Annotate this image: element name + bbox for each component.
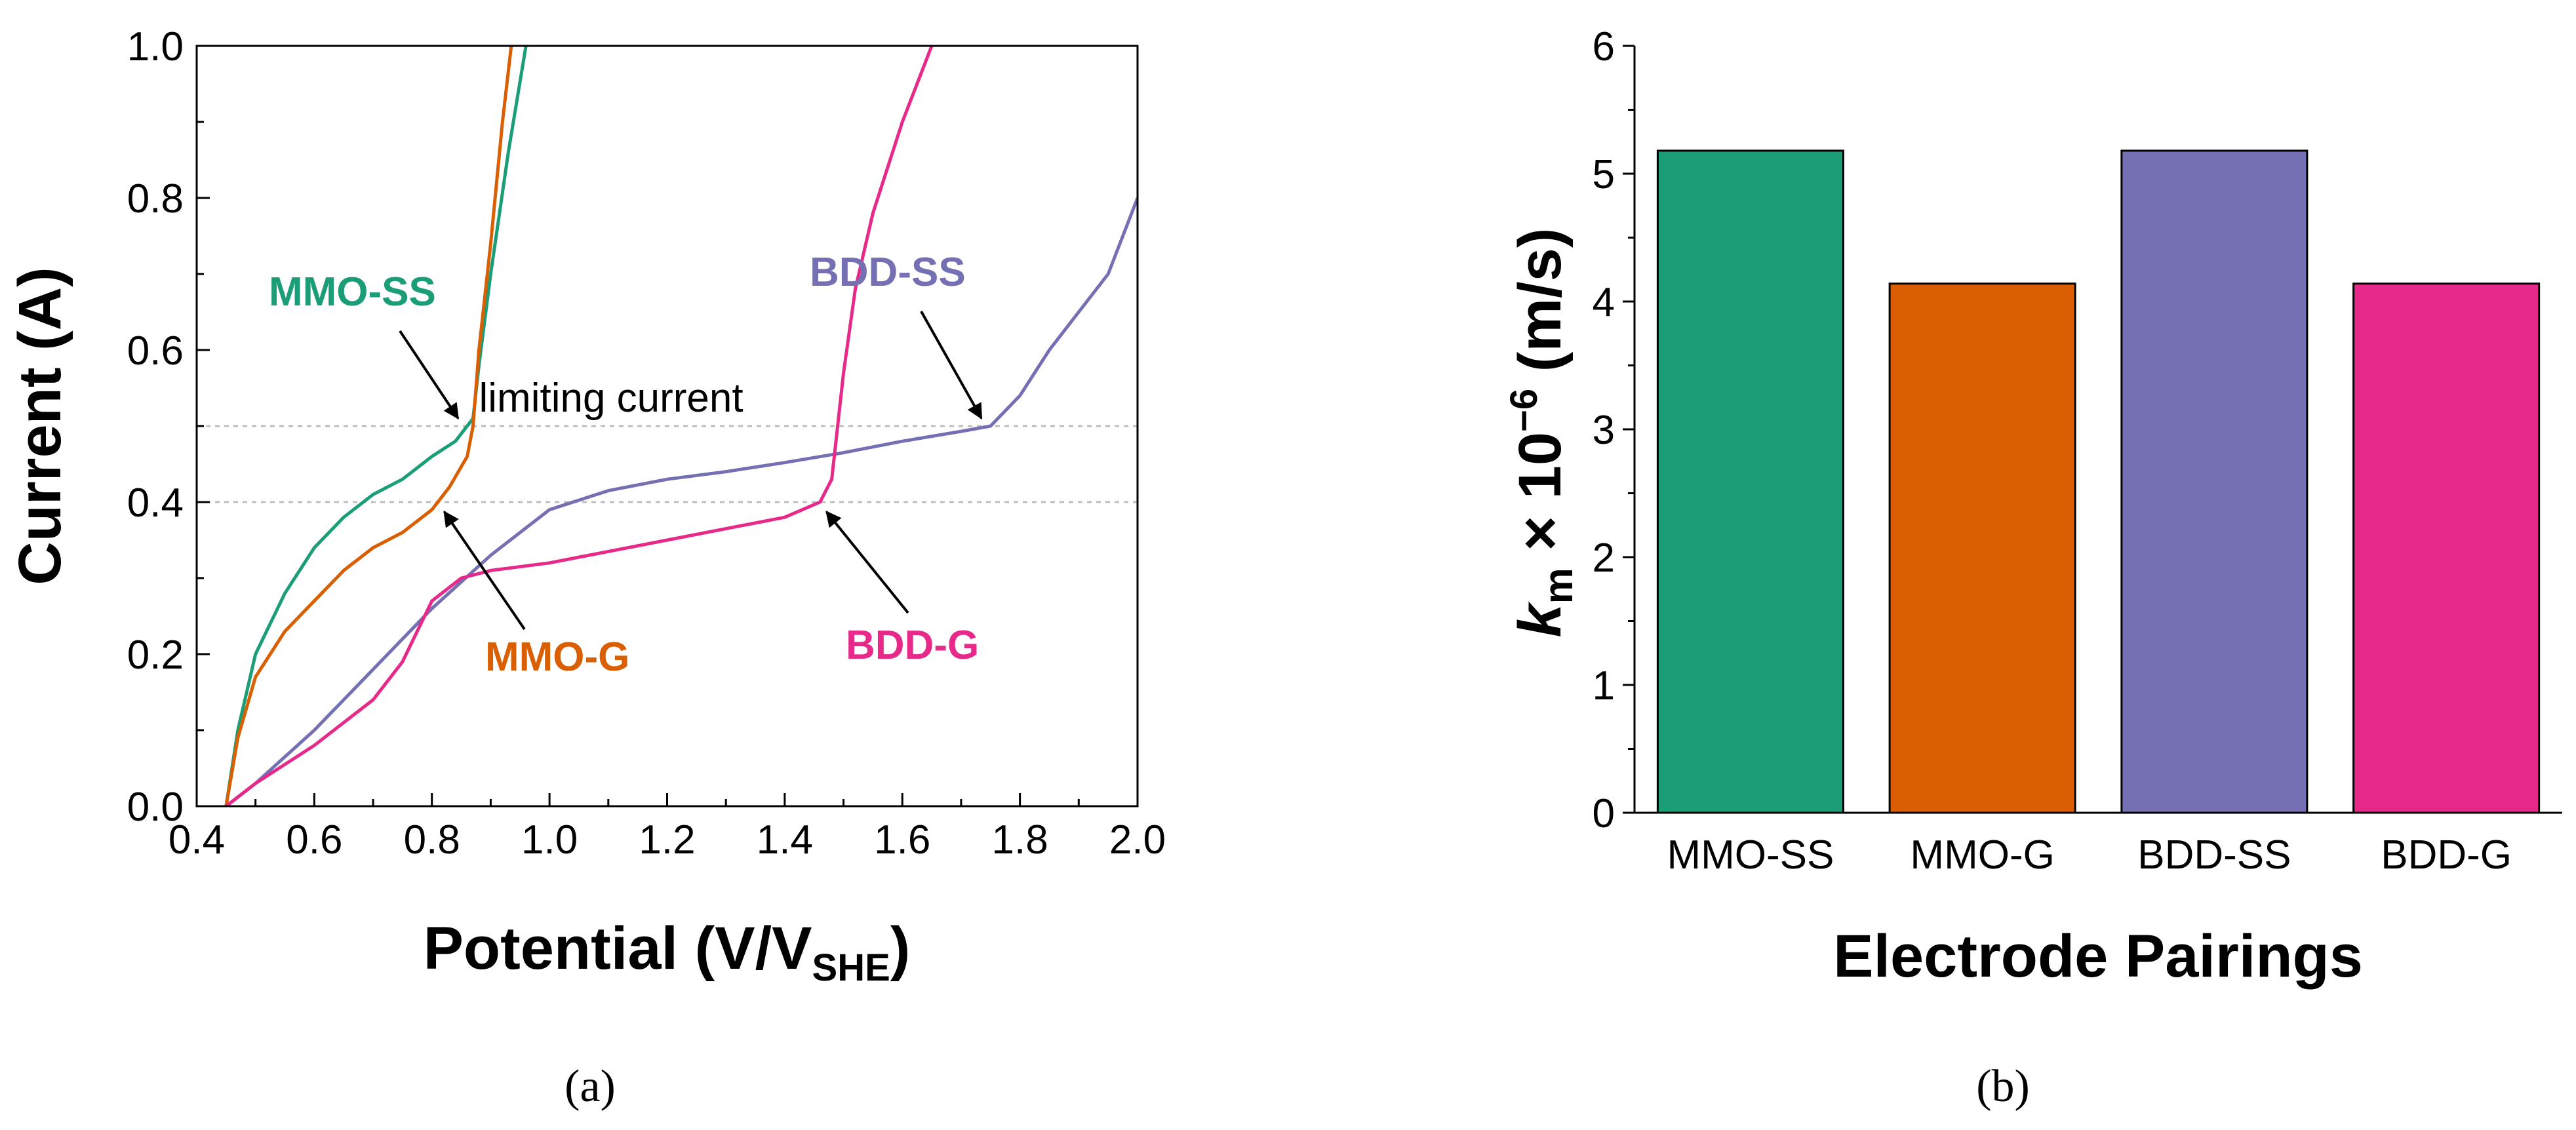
y-tick-label: 5 <box>1593 152 1615 197</box>
limiting-current-label: limiting current <box>479 376 743 421</box>
y-tick-label: 0.0 <box>127 785 184 830</box>
y-tick-label: 0.8 <box>127 176 184 222</box>
x-tick-label: 1.2 <box>639 817 695 863</box>
x-tick-label: 1.0 <box>521 817 578 863</box>
annotation-arrow-bdd-g <box>825 511 909 614</box>
annotation-label-mmo-ss: MMO-SS <box>269 269 436 315</box>
bar-bdd-g <box>2352 282 2541 814</box>
x-axis-category-labels: MMO-SS MMO-G BDD-SS BDD-G <box>1667 832 2512 878</box>
x-tick-label: 1.6 <box>874 817 930 863</box>
y-tick-label: 1.0 <box>127 24 184 69</box>
annotation-label-bdd-ss: BDD-SS <box>810 250 966 295</box>
annotation-label-bdd-g: BDD-G <box>846 623 979 668</box>
x-tick-label: 1.8 <box>992 817 1048 863</box>
category-label: BDD-SS <box>2137 832 2291 878</box>
annotation-labels: MMO-SS MMO-G BDD-SS BDD-G <box>269 250 979 680</box>
series-line-mmo-g <box>224 46 513 806</box>
y-tick-label: 6 <box>1593 24 1615 69</box>
x-axis-title: Electrode Pairings <box>1833 923 2363 990</box>
category-label: MMO-G <box>1910 832 2054 878</box>
category-label: BDD-G <box>2381 832 2512 878</box>
y-tick-label: 2 <box>1593 536 1615 581</box>
panel-label-a: (a) <box>565 1061 616 1112</box>
y-tick-label: 1 <box>1593 663 1615 709</box>
annotation-arrow-mmo-ss <box>399 330 460 419</box>
y-tick-label: 0 <box>1593 791 1615 836</box>
bars <box>1656 149 2541 814</box>
x-tick-label: 0.8 <box>404 817 460 863</box>
bar-chart-panel: 0 1 2 3 4 5 6 MMO-SS MMO-G BDD-SS BDD-G Electrode… <box>1503 24 2562 1112</box>
annotation-label-mmo-g: MMO-G <box>485 634 629 680</box>
x-tick-label: 0.6 <box>286 817 342 863</box>
bar-bdd-ss <box>2120 149 2308 814</box>
y-axis-title: km × 10−6 (m/s) <box>1503 227 1581 637</box>
y-tick-label: 3 <box>1593 408 1615 453</box>
series-line-bdd-g <box>225 46 934 806</box>
annotation-arrows <box>399 311 983 631</box>
category-label: MMO-SS <box>1667 832 1834 878</box>
line-chart-panel: MMO-SS MMO-G BDD-SS BDD-G 0.4 0.6 0.8 1.0 1.2 1.… <box>7 24 1166 1112</box>
x-axis-ticks: 0.4 0.6 0.8 1.0 1.2 1.4 1.6 1.8 2.0 <box>168 793 1166 863</box>
y-axis-title: Current (A) <box>7 267 73 585</box>
series-line-mmo-ss <box>224 46 528 806</box>
y-tick-label: 0.2 <box>127 633 184 678</box>
x-tick-label: 2.0 <box>1109 817 1166 863</box>
bar-mmo-ss <box>1656 149 1844 814</box>
series-lines <box>224 46 1138 806</box>
annotation-arrow-bdd-ss <box>920 311 983 420</box>
y-axis-ticks: 0.0 0.2 0.4 0.6 0.8 1.0 <box>127 24 210 830</box>
y-tick-label: 0.6 <box>127 328 184 374</box>
x-tick-label: 1.4 <box>757 817 813 863</box>
x-axis-title: Potential (V/VSHE) <box>424 915 911 989</box>
reference-lines <box>197 425 1138 503</box>
x-tick-label: 0.4 <box>168 817 225 863</box>
y-axis-ticks: 0 1 2 3 4 5 6 <box>1593 24 1635 836</box>
y-tick-label: 4 <box>1593 280 1615 325</box>
y-tick-label: 0.4 <box>127 480 184 526</box>
series-line-bdd-ss <box>225 197 1138 806</box>
annotation-arrow-mmo-g <box>443 511 526 631</box>
bar-mmo-g <box>1888 282 2076 814</box>
panel-label-b: (b) <box>1976 1061 2030 1112</box>
